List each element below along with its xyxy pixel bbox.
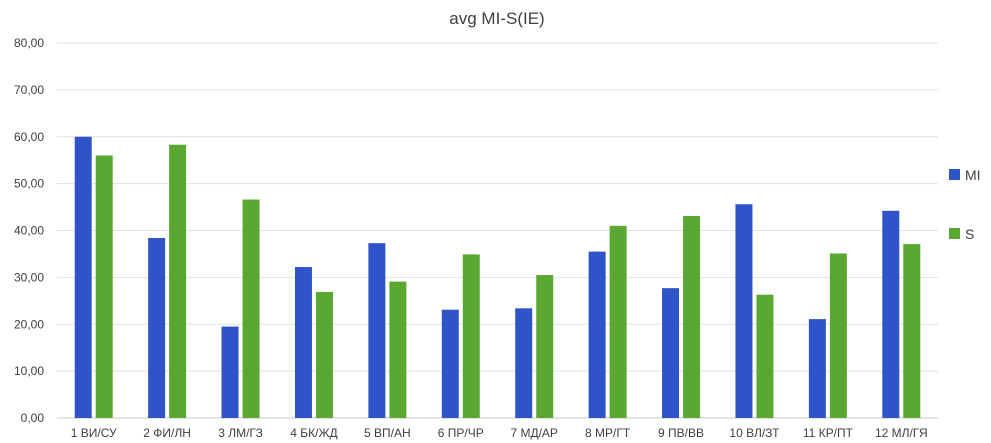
x-tick-label: 11 КР/ПТ	[803, 426, 854, 440]
bar-s-6	[462, 254, 480, 418]
legend-swatch-mi	[949, 169, 960, 180]
bar-s-12	[903, 244, 921, 418]
x-tick-label: 3 ЛМ/ГЗ	[218, 426, 263, 440]
y-tick-label: 0,00	[21, 411, 45, 425]
chart-title: avg MI-S(IE)	[449, 9, 544, 28]
x-tick-label: 12 МЛ/ГЯ	[875, 426, 928, 440]
bar-mi-6	[441, 309, 459, 418]
y-axis: 0,00 10,00 20,00 30,00 40,00 50,00 60,00 70,00 8…	[14, 36, 44, 425]
y-tick-label: 10,00	[14, 364, 44, 378]
y-tick-label: 40,00	[14, 224, 44, 238]
y-tick-label: 50,00	[14, 177, 44, 191]
x-tick-label: 10 ВЛ/ЗТ	[729, 426, 780, 440]
bar-s-3	[242, 199, 260, 418]
y-tick-label: 60,00	[14, 130, 44, 144]
x-tick-label: 5 ВП/АН	[364, 426, 411, 440]
bar-s-9	[683, 215, 701, 418]
x-axis: 1 ВИ/СУ 2 ФИ/ЛН 3 ЛМ/ГЗ 4 БК/ЖД 5 ВП/АН 6 ПР/…	[71, 426, 928, 440]
bar-mi-1	[74, 136, 92, 418]
bar-s-4	[315, 291, 333, 418]
legend-label-mi: MI	[965, 167, 981, 183]
bar-s-10	[756, 294, 774, 418]
bar-mi-11	[808, 319, 826, 418]
bar-s-8	[609, 225, 627, 418]
x-tick-label: 2 ФИ/ЛН	[143, 426, 191, 440]
bar-mi-10	[735, 204, 753, 418]
x-tick-label: 7 МД/АР	[510, 426, 557, 440]
bar-mi-9	[662, 288, 680, 418]
grid	[57, 42, 938, 419]
bars	[74, 136, 921, 418]
bar-s-1	[95, 155, 113, 418]
legend: MI S	[949, 167, 981, 242]
bar-s-7	[536, 275, 554, 418]
bar-mi-4	[294, 267, 312, 418]
x-tick-label: 8 МР/ГТ	[585, 426, 631, 440]
legend-label-s: S	[965, 226, 974, 242]
x-tick-label: 4 БК/ЖД	[290, 426, 337, 440]
x-tick-label: 1 ВИ/СУ	[71, 426, 117, 440]
legend-swatch-s	[949, 228, 960, 239]
y-tick-label: 70,00	[14, 83, 44, 97]
bar-mi-8	[588, 251, 606, 418]
bar-mi-3	[221, 326, 239, 418]
x-tick-label: 6 ПР/ЧР	[438, 426, 484, 440]
y-tick-label: 80,00	[14, 36, 44, 50]
x-tick-label: 9 ПВ/ВВ	[658, 426, 704, 440]
bar-mi-7	[515, 308, 533, 418]
bar-mi-5	[368, 243, 386, 418]
bar-s-2	[169, 144, 187, 418]
bar-mi-12	[882, 210, 900, 418]
y-tick-label: 30,00	[14, 270, 44, 284]
bar-mi-2	[148, 238, 166, 418]
y-tick-label: 20,00	[14, 317, 44, 331]
bar-s-5	[389, 281, 407, 418]
bar-s-11	[829, 253, 847, 418]
